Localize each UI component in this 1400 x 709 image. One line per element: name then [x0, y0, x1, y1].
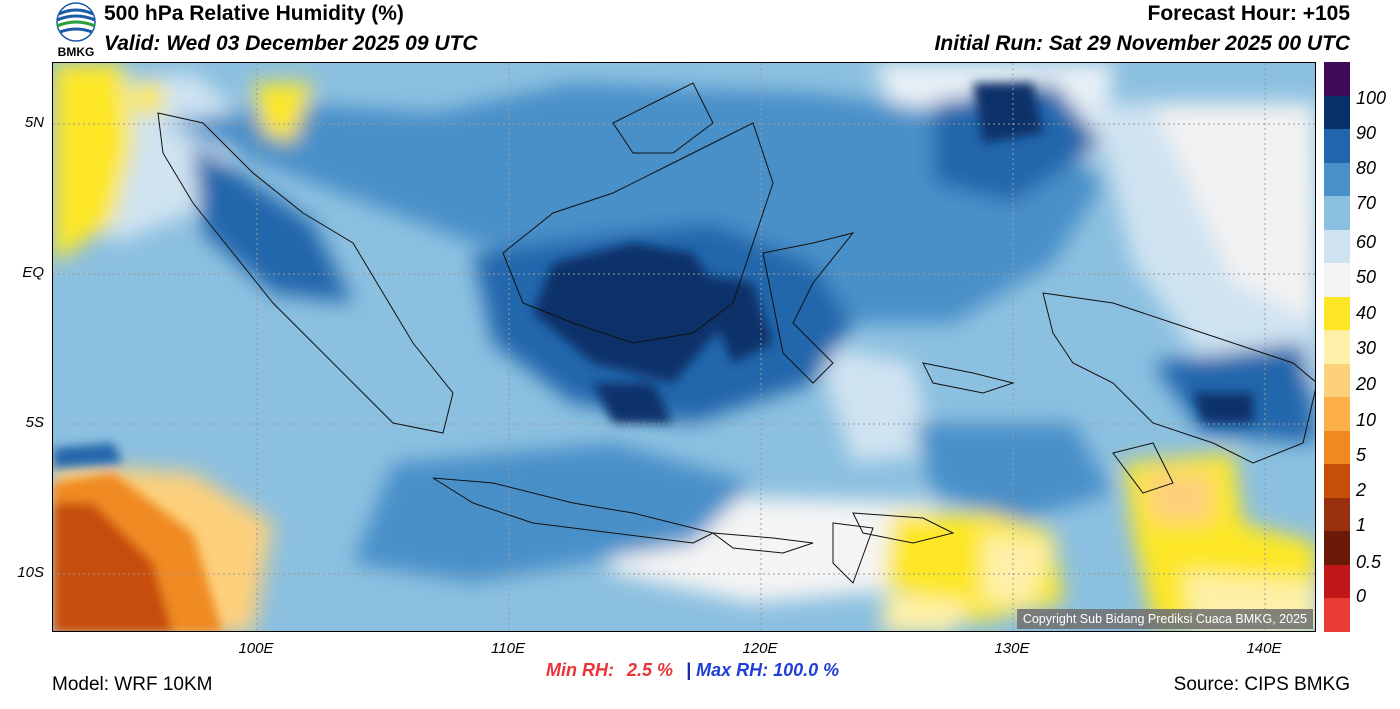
bmkg-logo-icon [56, 2, 96, 42]
valid-time: Valid: Wed 03 December 2025 09 UTC [104, 32, 478, 55]
lon-label-140e: 140E [1246, 640, 1282, 657]
colorbar-label: 70 [1356, 193, 1377, 213]
colorbar-swatch [1324, 296, 1350, 331]
colorbar-swatch [1324, 263, 1350, 298]
chart-title: 500 hPa Relative Humidity (%) [104, 2, 404, 25]
colorbar-swatch [1324, 196, 1350, 231]
colorbar-label: 2 [1356, 480, 1367, 500]
colorbar-label: 20 [1356, 374, 1377, 394]
min-rh-label: Min RH: [546, 660, 614, 680]
humidity-map-canvas [53, 63, 1315, 631]
lon-label-130e: 130E [994, 640, 1030, 657]
logo-text: BMKG [57, 45, 95, 59]
colorbar-swatch [1324, 397, 1350, 432]
colorbar-swatch [1324, 162, 1350, 197]
lat-label-eq: EQ [22, 264, 44, 281]
colorbar-swatch [1324, 95, 1350, 130]
colorbar-swatch [1324, 229, 1350, 264]
coastlines [157, 82, 1315, 584]
copyright-notice: Copyright Sub Bidang Prediksi Cuaca BMKG… [1016, 609, 1313, 629]
colorbar-label: 80 [1356, 158, 1377, 178]
lat-label-5s: 5S [25, 414, 44, 431]
lat-label-5n: 5N [24, 114, 44, 131]
max-rh-value: 100.0 % [773, 660, 840, 680]
stats-separator: | [686, 660, 692, 680]
colorbar-swatch [1324, 363, 1350, 398]
colorbar-swatch [1324, 330, 1350, 365]
lat-label-10s: 10S [17, 564, 44, 581]
colorbar-label: 60 [1356, 232, 1377, 252]
lon-label-110e: 110E [491, 640, 525, 657]
colorbar-label: 0 [1356, 586, 1367, 606]
colorbar-swatch [1324, 497, 1350, 532]
initial-run: Initial Run: Sat 29 November 2025 00 UTC [934, 32, 1350, 55]
colorbar-label: 50 [1356, 267, 1377, 287]
colorbar-label: 40 [1356, 303, 1377, 323]
colorbar-swatch [1324, 598, 1350, 633]
colorbar-label: 0.5 [1356, 552, 1382, 572]
colorbar-swatch [1324, 430, 1350, 465]
colorbar-swatch [1324, 129, 1350, 164]
model-info: Model: WRF 10KM [52, 674, 213, 695]
colorbar-label: 5 [1356, 445, 1367, 465]
bmkg-logo: BMKG [52, 2, 100, 60]
colorbar-swatch [1324, 564, 1350, 599]
min-rh-value: 2.5 % [627, 660, 674, 680]
colorbar-label: 100 [1356, 88, 1387, 108]
colorbar-label: 1 [1356, 515, 1367, 535]
colorbar [1324, 62, 1350, 633]
lon-label-120e: 120E [742, 640, 778, 657]
colorbar-label: 10 [1356, 410, 1377, 430]
rh-stats: Min RH: 2.5 % | Max RH: 100.0 % [546, 660, 839, 681]
colorbar-label: 30 [1356, 338, 1377, 358]
colorbar-swatch [1324, 531, 1350, 566]
humidity-map: Copyright Sub Bidang Prediksi Cuaca BMKG… [52, 62, 1316, 632]
colorbar-swatch [1324, 62, 1350, 97]
max-rh-label: Max RH: [696, 660, 769, 680]
forecast-hour: Forecast Hour: +105 [1147, 2, 1351, 25]
colorbar-swatch [1324, 464, 1350, 499]
colorbar-label: 90 [1356, 123, 1377, 143]
source-info: Source: CIPS BMKG [1173, 674, 1350, 695]
lon-label-100e: 100E [238, 640, 274, 657]
